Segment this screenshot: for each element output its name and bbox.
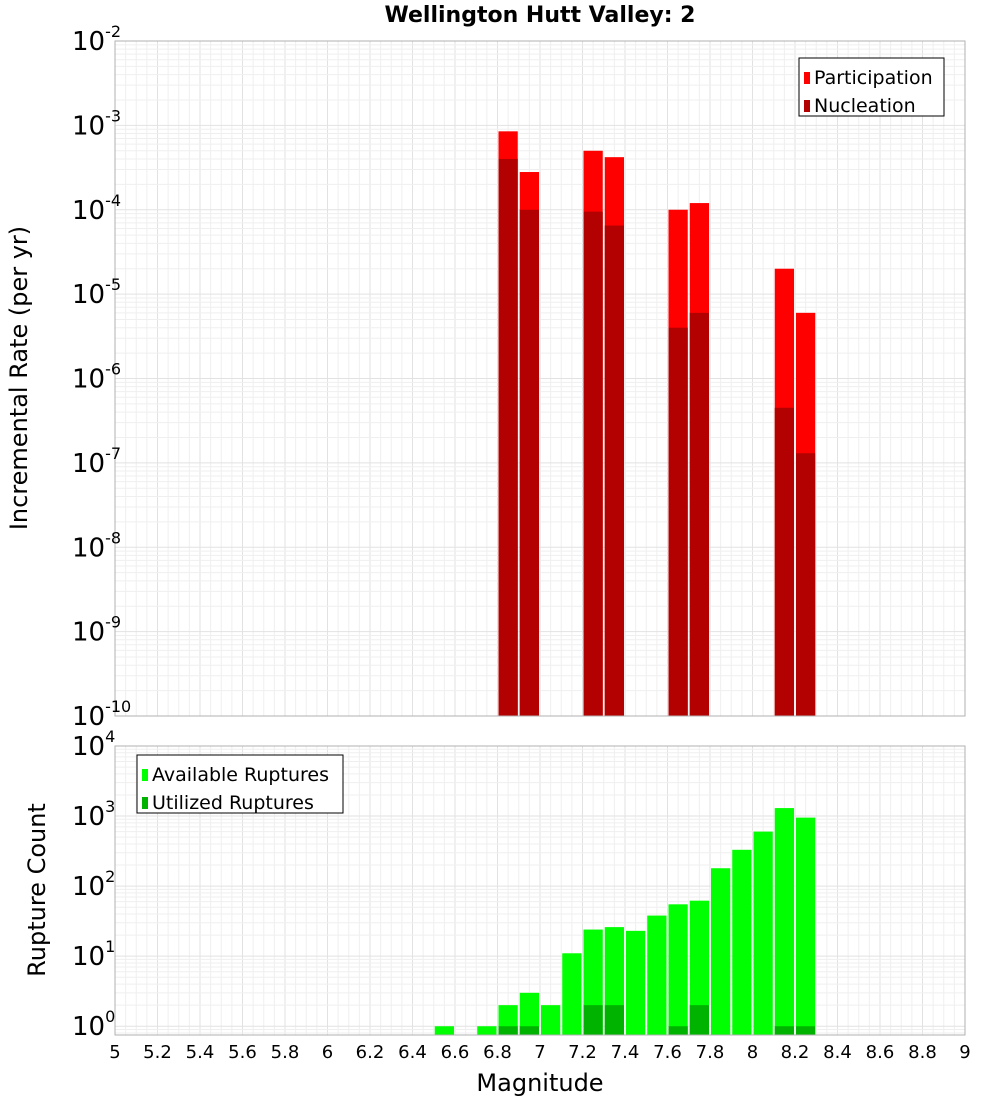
utilized-ruptures-bar [668,1026,688,1035]
nucleation-bar [519,209,539,716]
utilized-ruptures-bar [519,1026,539,1035]
utilized-ruptures-bar [774,1026,794,1035]
legend-swatch [142,769,148,781]
magnitude-tick-label: 6.2 [356,1042,385,1063]
magnitude-tick-label: 6.6 [441,1042,470,1063]
rate-tick-label: 10-5 [72,275,121,310]
rate-tick-label: 10-8 [72,528,121,563]
legend-label: Nucleation [814,95,916,117]
available-ruptures-bar [732,849,752,1035]
nucleation-bar [774,407,794,716]
magnitude-tick-label: 7.6 [653,1042,682,1063]
utilized-ruptures-bar [796,1026,816,1035]
utilized-ruptures-bar [604,1005,624,1035]
magnitude-tick-label: 6.4 [398,1042,427,1063]
magnitude-tick-label: 8.2 [781,1042,810,1063]
available-ruptures-bar [519,992,539,1035]
rate-axis-label: Incremental Rate (per yr) [5,226,33,530]
utilized-ruptures-bar [689,1005,709,1035]
available-ruptures-bar [711,868,731,1035]
available-ruptures-bar [689,900,709,1035]
available-ruptures-bar [796,817,816,1035]
magnitude-tick-label: 7.8 [696,1042,725,1063]
rate-tick-label: 10-3 [72,106,121,141]
magnitude-tick-label: 7 [534,1042,545,1063]
rate-tick-label: 10-4 [72,191,121,226]
rate-legend [798,57,945,117]
magnitude-tick-label: 5.2 [143,1042,172,1063]
available-ruptures-bar [541,1005,561,1035]
chart-title: Wellington Hutt Valley: 2 [385,3,696,28]
count-tick-label: 100 [72,1007,115,1042]
count-tick-label: 103 [72,797,115,832]
available-ruptures-bar [477,1026,497,1035]
magnitude-tick-label: 8.6 [866,1042,895,1063]
legend-swatch [142,797,148,809]
utilized-ruptures-bar [583,1005,603,1035]
legend-swatch [804,72,810,84]
legend-label: Available Ruptures [152,764,329,786]
available-ruptures-bar [434,1026,454,1035]
nucleation-bar [668,327,688,716]
count-tick-label: 101 [72,937,115,972]
magnitude-tick-label: 9 [959,1042,970,1063]
available-ruptures-bar [753,831,773,1035]
legend-swatch [804,100,810,112]
available-ruptures-bar [562,953,582,1035]
rate-panel: 10-10 10-9 10-8 10-7 10-6 10-5 10-4 10-3 10-2 Par… [72,22,966,732]
available-ruptures-bar [626,930,646,1035]
magnitude-tick-label: 7.4 [611,1042,640,1063]
magnitude-tick-label: 6 [322,1042,333,1063]
magnitude-axis-label: Magnitude [476,1069,603,1097]
rate-tick-label: 10-7 [72,444,121,479]
rate-plot-frame [114,40,966,717]
available-ruptures-bar [647,915,667,1035]
rate-tick-label: 10-6 [72,360,121,395]
rate-tick-label: 10-9 [72,613,121,648]
count-legend [136,754,344,814]
utilized-ruptures-bar [498,1026,518,1035]
rate-tick-label: 10-2 [72,22,121,57]
magnitude-tick-label: 6.8 [483,1042,512,1063]
count-panel: 100 101 102 103 104 Available Ruptures Utilize… [72,727,971,1063]
magnitude-tick-label: 8.4 [823,1042,852,1063]
count-axis-label: Rupture Count [23,803,51,977]
magnitude-tick-label: 5.6 [228,1042,257,1063]
legend-label: Participation [814,67,933,89]
magnitude-tick-label: 5.8 [271,1042,300,1063]
magnitude-tick-label: 8.8 [908,1042,937,1063]
legend-label: Utilized Ruptures [152,792,314,814]
rate-tick-label: 10-10 [72,697,131,732]
available-ruptures-bar [668,904,688,1035]
nucleation-bar [796,453,816,716]
count-plot-frame [114,745,966,1036]
available-ruptures-bar [774,808,794,1035]
nucleation-bar [604,225,624,716]
count-tick-label: 104 [72,727,115,762]
magnitude-tick-label: 5 [109,1042,120,1063]
nucleation-bar [583,211,603,716]
magnitude-tick-label: 5.4 [186,1042,215,1063]
nucleation-bar [498,158,518,717]
magnitude-tick-label: 7.2 [568,1042,597,1063]
count-tick-label: 102 [72,867,115,902]
nucleation-bar [689,312,709,716]
magnitude-tick-label: 8 [747,1042,758,1063]
